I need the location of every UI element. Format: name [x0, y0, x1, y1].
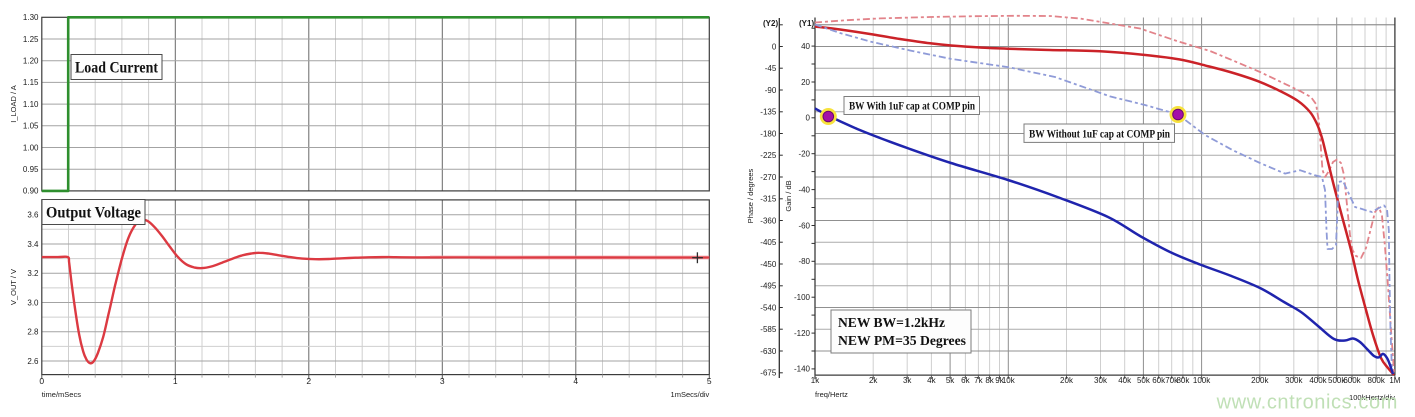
svg-text:BW Without 1uF cap at COMP pin: BW Without 1uF cap at COMP pin: [1029, 129, 1170, 141]
svg-text:4k: 4k: [927, 376, 936, 385]
svg-text:40: 40: [801, 42, 810, 51]
svg-text:1.05: 1.05: [23, 122, 39, 131]
svg-text:(Y1): (Y1): [799, 19, 814, 28]
svg-text:50k: 50k: [1137, 376, 1151, 385]
svg-text:7k: 7k: [974, 376, 983, 385]
svg-text:-100: -100: [794, 293, 811, 302]
svg-text:-360: -360: [760, 216, 777, 225]
svg-text:3k: 3k: [903, 376, 912, 385]
svg-text:-180: -180: [760, 129, 777, 138]
svg-text:800k: 800k: [1368, 376, 1386, 385]
svg-text:1mSecs/div: 1mSecs/div: [671, 390, 710, 399]
svg-text:2k: 2k: [869, 376, 878, 385]
svg-text:1k: 1k: [811, 376, 820, 385]
svg-text:-80: -80: [798, 257, 810, 266]
svg-text:NEW PM=35 Degrees: NEW PM=35 Degrees: [838, 333, 966, 348]
svg-text:-140: -140: [794, 365, 811, 374]
svg-text:100kHertz/div: 100kHertz/div: [1349, 393, 1395, 402]
svg-text:5k: 5k: [946, 376, 955, 385]
svg-text:9k: 9k: [995, 376, 1004, 385]
svg-text:8k: 8k: [985, 376, 994, 385]
svg-text:30k: 30k: [1094, 376, 1108, 385]
svg-text:3.4: 3.4: [27, 240, 39, 249]
svg-text:5: 5: [707, 376, 712, 386]
svg-text:-135: -135: [760, 108, 777, 117]
svg-text:I_LOAD / A: I_LOAD / A: [9, 85, 18, 123]
svg-text:-630: -630: [760, 347, 777, 356]
svg-text:Gain / dB: Gain / dB: [784, 180, 793, 211]
svg-text:200k: 200k: [1251, 376, 1269, 385]
svg-text:Output Voltage: Output Voltage: [46, 205, 141, 222]
svg-text:6k: 6k: [961, 376, 970, 385]
svg-text:4: 4: [573, 376, 578, 386]
svg-text:0: 0: [806, 114, 811, 123]
svg-text:-315: -315: [760, 195, 777, 204]
svg-text:-90: -90: [765, 86, 777, 95]
svg-text:1.10: 1.10: [23, 100, 39, 109]
svg-text:3: 3: [440, 376, 445, 386]
svg-text:400k: 400k: [1309, 376, 1327, 385]
svg-text:1: 1: [173, 376, 178, 386]
svg-text:(Y2): (Y2): [763, 19, 778, 28]
svg-text:600k: 600k: [1343, 376, 1361, 385]
svg-text:1.20: 1.20: [23, 57, 39, 66]
svg-text:20k: 20k: [1060, 376, 1074, 385]
svg-text:80k: 80k: [1176, 376, 1190, 385]
svg-text:-405: -405: [760, 238, 777, 247]
svg-text:1.30: 1.30: [23, 13, 39, 22]
svg-text:-40: -40: [798, 185, 810, 194]
svg-text:1.00: 1.00: [23, 143, 39, 152]
svg-text:0: 0: [772, 42, 777, 51]
svg-text:www.cntronics.com: www.cntronics.com: [1216, 392, 1398, 414]
svg-text:40k: 40k: [1118, 376, 1132, 385]
svg-text:70k: 70k: [1165, 376, 1179, 385]
svg-text:-495: -495: [760, 282, 777, 291]
svg-text:1M: 1M: [1389, 376, 1400, 385]
svg-text:Phase / degrees: Phase / degrees: [746, 168, 755, 223]
svg-text:BW With 1uF cap at COMP pin: BW With 1uF cap at COMP pin: [849, 101, 975, 113]
svg-text:-45: -45: [765, 64, 777, 73]
svg-text:-675: -675: [760, 369, 777, 378]
svg-text:NEW BW=1.2kHz: NEW BW=1.2kHz: [838, 315, 945, 330]
svg-text:3.2: 3.2: [27, 269, 39, 278]
svg-text:0: 0: [39, 376, 44, 386]
svg-text:time/mSecs: time/mSecs: [42, 390, 81, 399]
svg-text:2: 2: [306, 376, 311, 386]
svg-text:3.0: 3.0: [27, 298, 39, 307]
svg-text:-225: -225: [760, 151, 777, 160]
svg-text:300k: 300k: [1285, 376, 1303, 385]
svg-text:Load Current: Load Current: [75, 60, 159, 77]
svg-text:100k: 100k: [1193, 376, 1211, 385]
svg-text:V_OUT / V: V_OUT / V: [9, 269, 18, 305]
svg-text:3.6: 3.6: [27, 211, 39, 220]
svg-text:1.25: 1.25: [23, 35, 39, 44]
svg-text:-270: -270: [760, 173, 777, 182]
svg-text:-540: -540: [760, 303, 777, 312]
svg-text:20: 20: [801, 78, 810, 87]
svg-text:1.15: 1.15: [23, 78, 39, 87]
svg-text:500k: 500k: [1328, 376, 1346, 385]
svg-text:-60: -60: [798, 221, 810, 230]
svg-text:-585: -585: [760, 325, 777, 334]
svg-text:60k: 60k: [1152, 376, 1166, 385]
svg-text:-120: -120: [794, 329, 811, 338]
svg-text:0.90: 0.90: [23, 187, 39, 196]
svg-text:0.95: 0.95: [23, 165, 39, 174]
svg-text:2.6: 2.6: [27, 357, 39, 366]
svg-text:-450: -450: [760, 260, 777, 269]
svg-text:2.8: 2.8: [27, 328, 39, 337]
svg-text:10k: 10k: [1002, 376, 1016, 385]
svg-text:freq/Hertz: freq/Hertz: [815, 390, 848, 399]
svg-text:-20: -20: [798, 150, 810, 159]
